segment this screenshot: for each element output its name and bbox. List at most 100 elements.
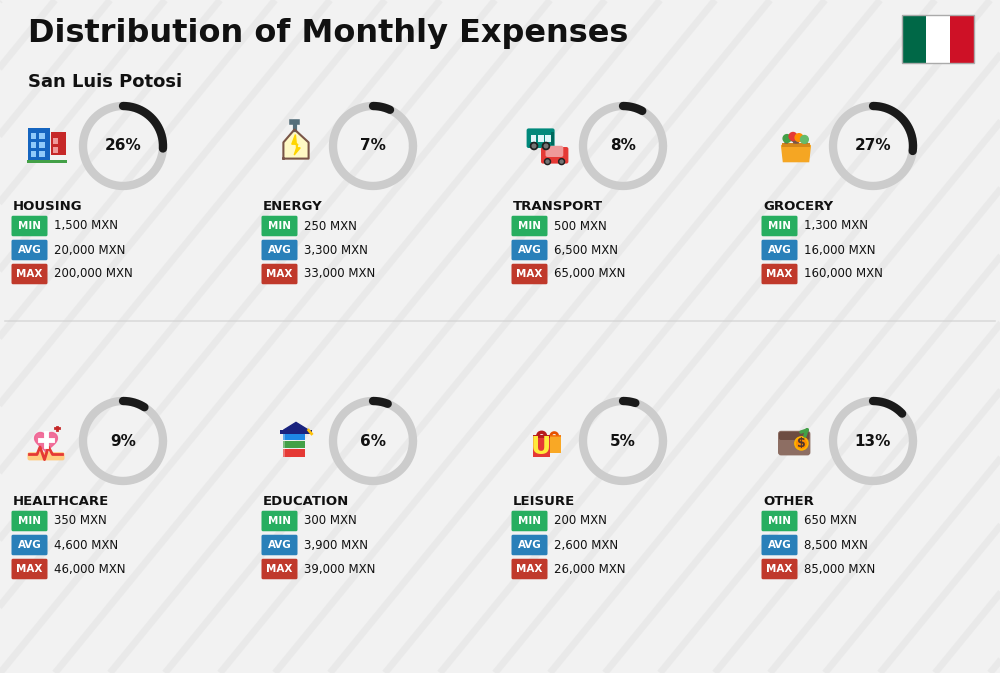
FancyBboxPatch shape — [541, 147, 568, 164]
Text: TRANSPORT: TRANSPORT — [513, 200, 603, 213]
Text: LEISURE: LEISURE — [513, 495, 575, 508]
FancyBboxPatch shape — [512, 240, 548, 260]
FancyBboxPatch shape — [512, 559, 548, 579]
Text: AVG: AVG — [268, 540, 291, 550]
Text: MAX: MAX — [516, 564, 543, 574]
FancyBboxPatch shape — [762, 240, 798, 260]
Text: 3,300 MXN: 3,300 MXN — [304, 244, 368, 256]
Text: 65,000 MXN: 65,000 MXN — [554, 267, 625, 281]
FancyBboxPatch shape — [262, 216, 297, 236]
Text: 13%: 13% — [855, 433, 891, 448]
FancyBboxPatch shape — [28, 128, 50, 160]
FancyBboxPatch shape — [762, 559, 798, 579]
Text: AVG: AVG — [518, 540, 541, 550]
FancyBboxPatch shape — [12, 535, 48, 555]
FancyBboxPatch shape — [546, 146, 563, 157]
Text: ENERGY: ENERGY — [263, 200, 323, 213]
Text: 39,000 MXN: 39,000 MXN — [304, 563, 375, 575]
Text: $: $ — [797, 437, 806, 450]
Circle shape — [795, 134, 803, 141]
FancyBboxPatch shape — [262, 511, 297, 531]
Text: HOUSING: HOUSING — [13, 200, 83, 213]
Text: 4,600 MXN: 4,600 MXN — [54, 538, 118, 551]
Text: 250 MXN: 250 MXN — [304, 219, 357, 232]
Text: GROCERY: GROCERY — [763, 200, 833, 213]
Polygon shape — [283, 129, 309, 159]
Text: 9%: 9% — [110, 433, 136, 448]
FancyBboxPatch shape — [262, 240, 297, 260]
Polygon shape — [782, 145, 810, 162]
Text: 7%: 7% — [360, 139, 386, 153]
Text: MIN: MIN — [18, 221, 41, 231]
Text: 200,000 MXN: 200,000 MXN — [54, 267, 133, 281]
Text: AVG: AVG — [18, 245, 41, 255]
Text: AVG: AVG — [18, 540, 41, 550]
Text: MAX: MAX — [766, 564, 793, 574]
Text: MIN: MIN — [768, 221, 791, 231]
Text: MIN: MIN — [768, 516, 791, 526]
Text: 85,000 MXN: 85,000 MXN — [804, 563, 875, 575]
Text: MIN: MIN — [18, 516, 41, 526]
FancyBboxPatch shape — [548, 435, 561, 453]
FancyBboxPatch shape — [39, 151, 45, 157]
Text: MAX: MAX — [516, 269, 543, 279]
FancyBboxPatch shape — [902, 15, 926, 63]
FancyBboxPatch shape — [533, 435, 550, 456]
Text: 300 MXN: 300 MXN — [304, 514, 357, 528]
Text: San Luis Potosi: San Luis Potosi — [28, 73, 182, 91]
Circle shape — [544, 144, 548, 148]
Text: EDUCATION: EDUCATION — [263, 495, 349, 508]
Text: U: U — [531, 435, 551, 459]
Text: 5%: 5% — [610, 433, 636, 448]
Text: 8,500 MXN: 8,500 MXN — [804, 538, 868, 551]
Text: 650 MXN: 650 MXN — [804, 514, 857, 528]
Text: 200 MXN: 200 MXN — [554, 514, 607, 528]
Text: AVG: AVG — [268, 245, 291, 255]
FancyBboxPatch shape — [50, 132, 66, 155]
FancyBboxPatch shape — [31, 151, 36, 157]
FancyBboxPatch shape — [262, 535, 297, 555]
FancyBboxPatch shape — [12, 511, 48, 531]
Circle shape — [797, 439, 806, 448]
FancyBboxPatch shape — [762, 216, 798, 236]
FancyBboxPatch shape — [283, 450, 285, 456]
FancyBboxPatch shape — [548, 435, 561, 437]
Circle shape — [789, 133, 797, 140]
Text: Distribution of Monthly Expenses: Distribution of Monthly Expenses — [28, 18, 628, 49]
Text: 26,000 MXN: 26,000 MXN — [554, 563, 626, 575]
Text: MAX: MAX — [16, 269, 43, 279]
Text: 1,500 MXN: 1,500 MXN — [54, 219, 118, 232]
Text: 6,500 MXN: 6,500 MXN — [554, 244, 618, 256]
Text: AVG: AVG — [518, 245, 541, 255]
FancyBboxPatch shape — [545, 135, 551, 142]
Text: 16,000 MXN: 16,000 MXN — [804, 244, 876, 256]
FancyBboxPatch shape — [262, 264, 297, 284]
Text: 6%: 6% — [360, 433, 386, 448]
FancyBboxPatch shape — [280, 430, 312, 434]
Text: AVG: AVG — [768, 245, 791, 255]
FancyBboxPatch shape — [262, 559, 297, 579]
FancyBboxPatch shape — [283, 441, 305, 448]
Text: 3,900 MXN: 3,900 MXN — [304, 538, 368, 551]
FancyBboxPatch shape — [779, 432, 809, 440]
FancyBboxPatch shape — [762, 535, 798, 555]
Text: MIN: MIN — [518, 221, 541, 231]
Text: MIN: MIN — [268, 516, 291, 526]
Text: MIN: MIN — [268, 221, 291, 231]
Circle shape — [546, 160, 549, 163]
FancyBboxPatch shape — [12, 264, 48, 284]
Text: 26%: 26% — [105, 139, 141, 153]
FancyBboxPatch shape — [533, 435, 550, 438]
FancyBboxPatch shape — [28, 452, 64, 460]
FancyBboxPatch shape — [53, 147, 58, 153]
FancyBboxPatch shape — [551, 132, 554, 145]
Text: MAX: MAX — [266, 564, 293, 574]
Text: AVG: AVG — [768, 540, 791, 550]
Text: 1,300 MXN: 1,300 MXN — [804, 219, 868, 232]
FancyBboxPatch shape — [39, 143, 45, 149]
Circle shape — [542, 143, 550, 149]
Text: 160,000 MXN: 160,000 MXN — [804, 267, 883, 281]
FancyBboxPatch shape — [283, 433, 285, 439]
Polygon shape — [35, 433, 57, 453]
FancyBboxPatch shape — [12, 216, 48, 236]
